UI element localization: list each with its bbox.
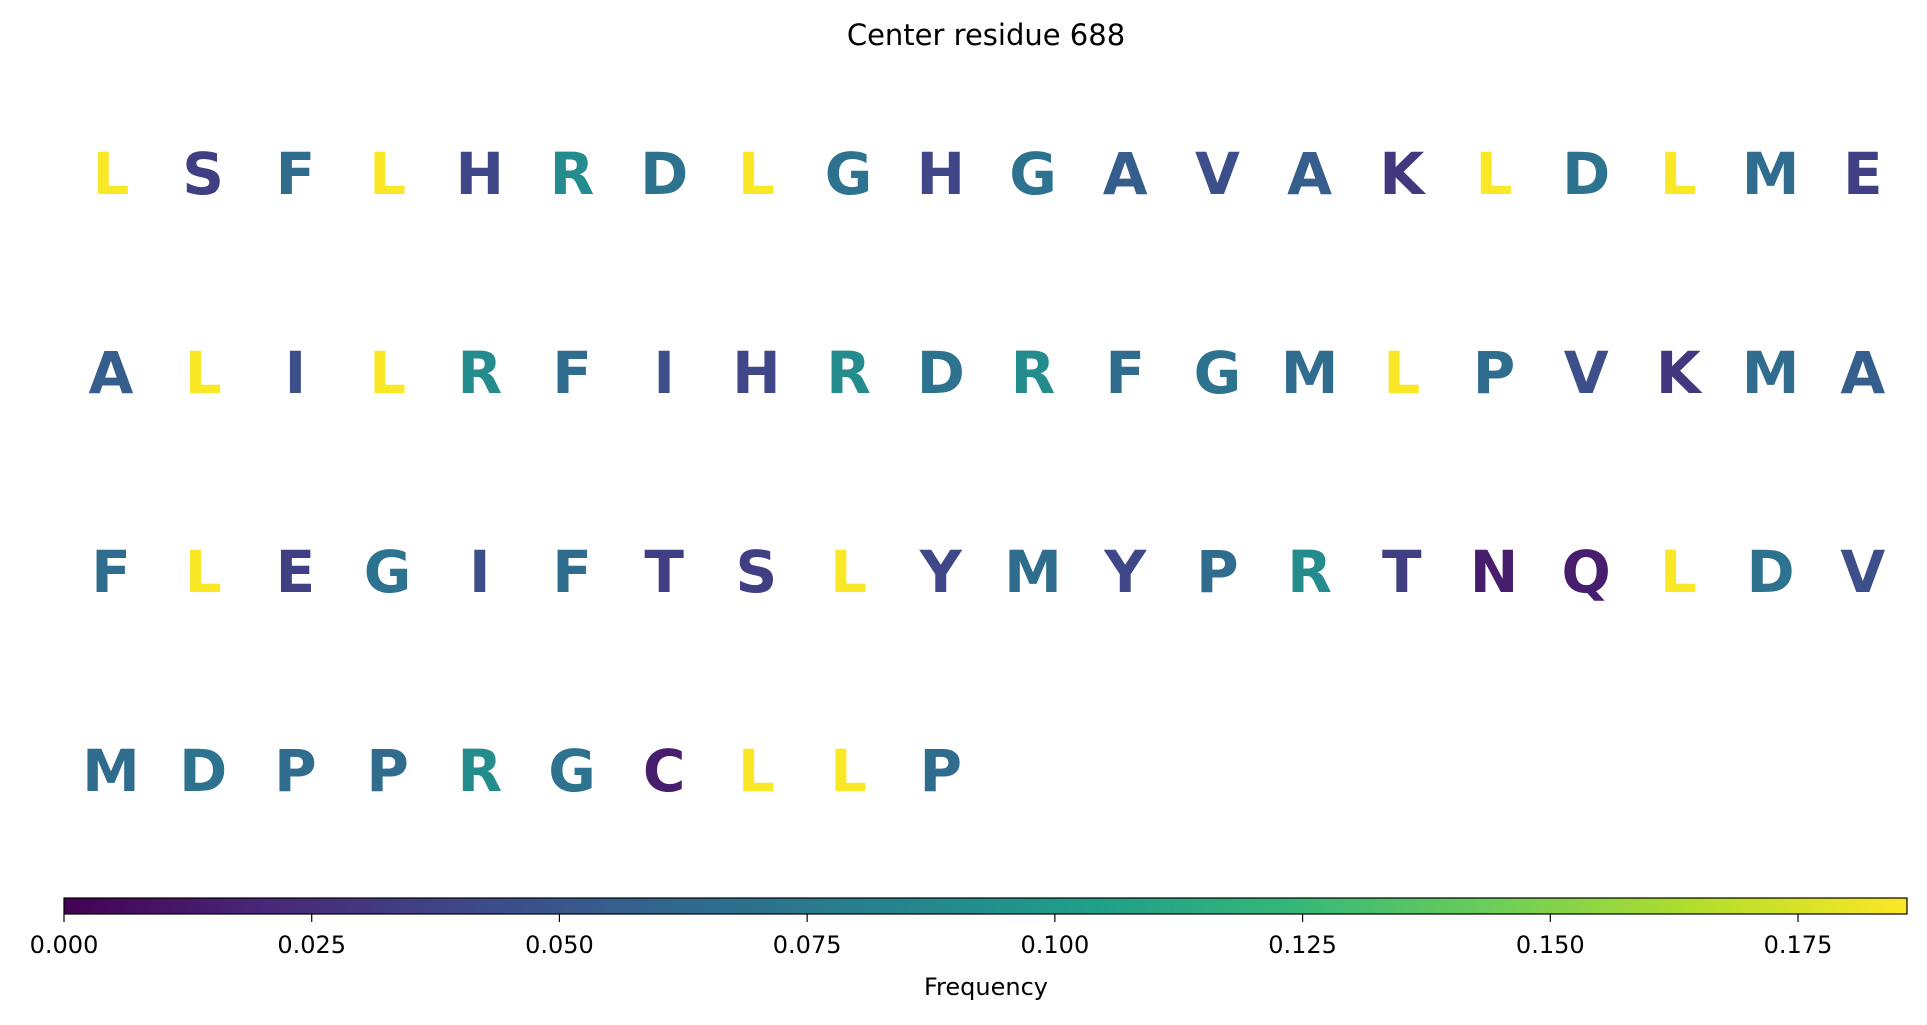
residue-letter: P	[1473, 339, 1516, 407]
residue-letter: H	[456, 140, 505, 208]
residue-letter: K	[1379, 140, 1426, 208]
residue-letter: G	[825, 140, 873, 208]
residue-letter: Q	[1562, 538, 1611, 606]
residue-letter: I	[285, 339, 307, 407]
residue-letter: T	[1382, 538, 1422, 606]
residue-letter: I	[653, 339, 675, 407]
residue-letter: D	[179, 737, 227, 805]
residue-letter: R	[457, 737, 502, 805]
x-tick-label: 0.050	[525, 931, 594, 959]
residue-letter: V	[1840, 538, 1885, 606]
x-tick-label: 0.075	[773, 931, 842, 959]
residue-letter: L	[1476, 140, 1513, 208]
residue-letter: F	[552, 538, 592, 606]
residue-letter: F	[91, 538, 131, 606]
residue-letter: L	[185, 339, 222, 407]
residue-letter: H	[732, 339, 781, 407]
residue-letter: Y	[919, 538, 963, 606]
residue-letter: M	[1742, 140, 1800, 208]
x-tick-label: 0.100	[1021, 931, 1090, 959]
residue-letter: R	[1011, 339, 1056, 407]
residue-letter: G	[1194, 339, 1242, 407]
residue-letter: N	[1470, 538, 1519, 606]
residue-letter: R	[457, 339, 502, 407]
residue-letter: Y	[1103, 538, 1147, 606]
residue-letter: A	[1103, 140, 1148, 208]
residue-letter: V	[1564, 339, 1609, 407]
residue-letter: D	[640, 140, 688, 208]
residue-letter: K	[1656, 339, 1703, 407]
chart-title: Center residue 688	[847, 18, 1125, 52]
residue-letter: L	[93, 140, 130, 208]
residue-letter: G	[364, 538, 412, 606]
residue-letter: E	[1843, 140, 1883, 208]
residue-letter: M	[1004, 538, 1062, 606]
residue-letter: I	[469, 538, 491, 606]
residue-letter: P	[366, 737, 409, 805]
residue-letter: L	[185, 538, 222, 606]
residue-letter: L	[738, 737, 775, 805]
residue-letter: A	[1287, 140, 1332, 208]
residue-letter: L	[369, 140, 406, 208]
x-tick-label: 0.125	[1268, 931, 1337, 959]
residue-letter: M	[1281, 339, 1339, 407]
residue-letter: L	[830, 538, 867, 606]
residue-letter: L	[830, 737, 867, 805]
residue-letter: R	[550, 140, 595, 208]
residue-letter: F	[552, 339, 592, 407]
residue-letter: V	[1195, 140, 1240, 208]
residue-letter: T	[644, 538, 684, 606]
residue-letter: A	[89, 339, 134, 407]
residue-letter: D	[917, 339, 965, 407]
residue-letter: S	[182, 140, 224, 208]
x-tick-label: 0.025	[277, 931, 346, 959]
residue-letter: L	[1660, 140, 1697, 208]
residue-letter: G	[548, 737, 596, 805]
colorbar-label: Frequency	[924, 973, 1048, 1001]
residue-letter: F	[1105, 339, 1145, 407]
residue-letter: P	[920, 737, 963, 805]
x-tick-label: 0.150	[1516, 931, 1585, 959]
residue-letter: E	[276, 538, 316, 606]
residue-letter: L	[738, 140, 775, 208]
residue-letter: F	[276, 140, 316, 208]
residue-letter: R	[1287, 538, 1332, 606]
residue-letter: L	[1383, 339, 1420, 407]
residue-letter: H	[917, 140, 966, 208]
colorbar	[63, 897, 1908, 915]
residue-letter: R	[826, 339, 871, 407]
residue-letter: D	[1562, 140, 1610, 208]
residue-letter: L	[369, 339, 406, 407]
residue-letter: S	[736, 538, 778, 606]
residue-letter: D	[1747, 538, 1795, 606]
residue-letter: C	[643, 737, 686, 805]
residue-letter: P	[1196, 538, 1239, 606]
residue-letter: M	[1742, 339, 1800, 407]
residue-letter: A	[1840, 339, 1885, 407]
residue-letter: M	[82, 737, 140, 805]
x-tick-label: 0.175	[1764, 931, 1833, 959]
residue-letter: G	[1009, 140, 1057, 208]
x-tick-label: 0.000	[30, 931, 99, 959]
residue-letter: P	[274, 737, 317, 805]
residue-letter: L	[1660, 538, 1697, 606]
